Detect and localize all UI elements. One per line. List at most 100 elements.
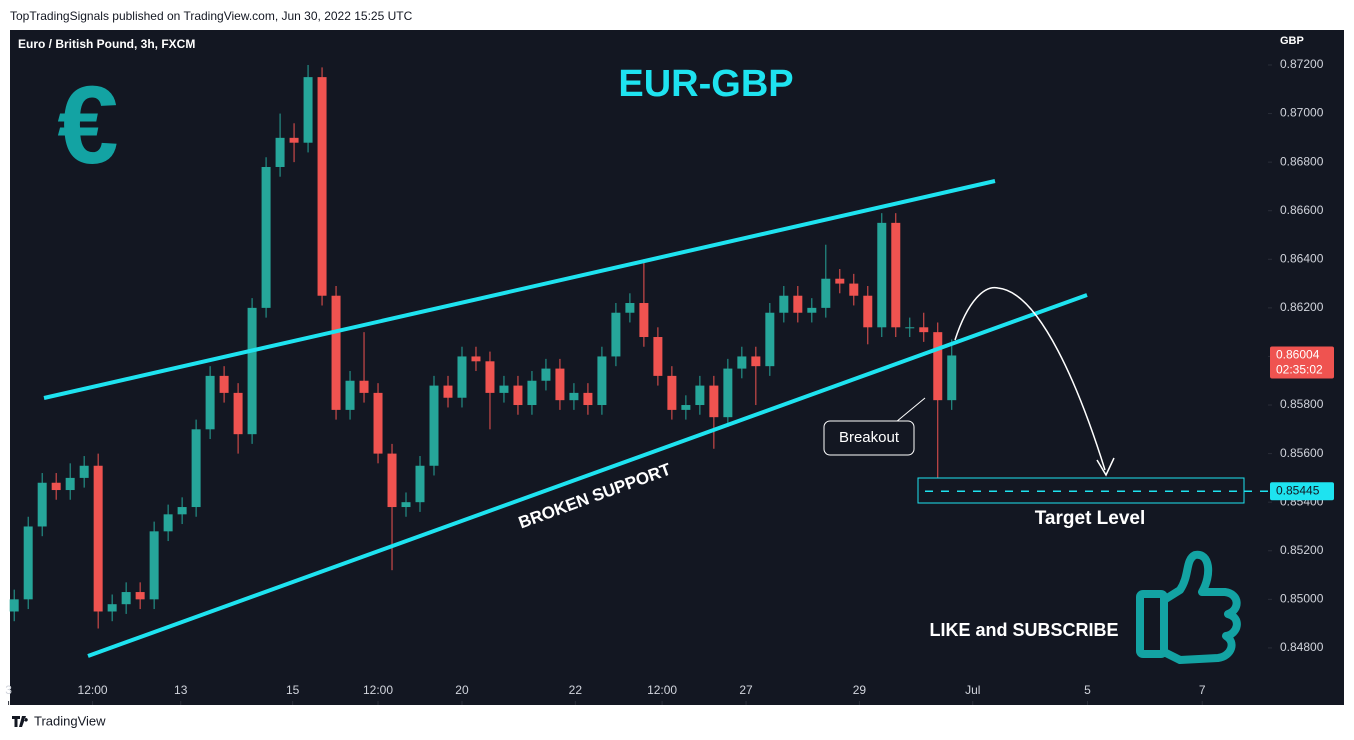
y-tick-label: 0.87200	[1280, 57, 1324, 71]
last-price-tag	[1270, 346, 1334, 379]
candle-body	[849, 283, 859, 296]
chart-title: EUR-GBP	[618, 63, 793, 105]
footer-logo	[12, 716, 28, 727]
candle-body	[667, 375, 677, 410]
x-tick-label: 22	[569, 683, 583, 697]
candle-body	[205, 375, 215, 430]
y-tick-label: 0.85800	[1280, 397, 1324, 411]
candle-body	[723, 368, 733, 418]
candle-body	[821, 278, 831, 308]
candle-body	[9, 599, 19, 612]
candle-body	[835, 278, 845, 284]
candle-body	[639, 303, 649, 338]
y-tick-label: 0.85200	[1280, 543, 1324, 557]
target-box	[917, 477, 1245, 504]
target-price-label: 0.85445	[1276, 483, 1320, 497]
candle-body	[107, 604, 117, 612]
header: TopTradingSignals published on TradingVi…	[10, 9, 413, 23]
candle-body	[471, 356, 481, 362]
y-tick-label: 0.86400	[1280, 251, 1324, 265]
resistance-line	[43, 179, 996, 400]
candle-body	[331, 295, 341, 410]
candle-body	[275, 137, 285, 167]
candle-body	[163, 514, 173, 532]
candle-body	[345, 380, 355, 410]
candle-body	[751, 356, 761, 367]
cta-text: LIKE and SUBSCRIBE	[929, 620, 1118, 640]
callout-pointer	[895, 397, 926, 423]
plot-background	[10, 30, 1344, 705]
candle-body	[289, 137, 299, 143]
candle-body	[233, 392, 243, 435]
countdown: 02:35:02	[1276, 363, 1323, 377]
candle-body	[709, 385, 719, 418]
candle-body	[23, 526, 33, 600]
x-tick-label: 20	[455, 683, 469, 697]
candle-body	[947, 355, 957, 401]
x-tick-label: 3	[5, 683, 12, 697]
candle-body	[443, 385, 453, 398]
target-label: Target Level	[1035, 508, 1146, 529]
last-price-label: 0.86004	[1276, 348, 1320, 362]
y-tick-label: 0.86800	[1280, 154, 1324, 168]
x-tick-label: 12:00	[78, 683, 108, 697]
candle-body	[793, 295, 803, 313]
arrow-curve	[954, 286, 1106, 471]
candle-body	[219, 375, 229, 393]
y-tick-label: 0.86200	[1280, 300, 1324, 314]
candle-body	[597, 356, 607, 406]
candle-body	[65, 477, 75, 491]
candle-body	[499, 385, 509, 393]
x-tick-label: 12:00	[647, 683, 677, 697]
candle-body	[877, 222, 887, 328]
x-tick-label: 5	[1084, 683, 1091, 697]
candle-body	[121, 592, 131, 605]
arrow-head	[1096, 457, 1115, 477]
candle-body	[177, 507, 187, 515]
candle-body	[583, 392, 593, 406]
y-tick-label: 0.85600	[1280, 446, 1324, 460]
candle-body	[569, 392, 579, 401]
candle-body	[919, 327, 929, 333]
candle-body	[485, 361, 495, 393]
candle-body	[135, 592, 145, 600]
candle-body	[79, 465, 89, 478]
x-tick-label: 15	[286, 683, 300, 697]
candle-body	[191, 429, 201, 508]
candle-body	[695, 385, 705, 406]
candle-body	[261, 166, 271, 308]
candle-body	[373, 392, 383, 454]
target-tag	[1270, 482, 1334, 501]
candle-body	[527, 380, 537, 406]
x-tick-label: 27	[739, 683, 753, 697]
thumbs-up-icon	[1136, 550, 1241, 664]
candle-body	[891, 222, 901, 328]
candle-body	[149, 531, 159, 600]
symbol: Euro / British Pound, 3h, FXCM	[18, 37, 195, 51]
candle-body	[779, 295, 789, 313]
x-tick-label: Jul	[965, 683, 980, 697]
candle-body	[415, 465, 425, 503]
candle-body	[37, 482, 47, 527]
candle-body	[429, 385, 439, 466]
candle-body	[681, 405, 691, 410]
support-line	[87, 293, 1088, 658]
candle-body	[247, 307, 257, 435]
y-tick-label: 0.87000	[1280, 106, 1324, 120]
candle-body	[457, 356, 467, 398]
candle-body	[541, 368, 551, 381]
breakout-label: Breakout	[839, 429, 900, 446]
currency: GBP	[1280, 35, 1304, 47]
candle-body	[555, 368, 565, 401]
x-tick-label: 29	[853, 683, 867, 697]
y-tick-label: 0.85000	[1280, 592, 1324, 606]
y-tick-label: 0.84800	[1280, 640, 1324, 654]
y-tick-label: 0.86600	[1280, 203, 1324, 217]
candle-body	[611, 312, 621, 357]
callout-box	[823, 420, 915, 456]
x-tick-label: 13	[174, 683, 188, 697]
candle-body	[653, 337, 663, 376]
candle-body	[863, 295, 873, 328]
